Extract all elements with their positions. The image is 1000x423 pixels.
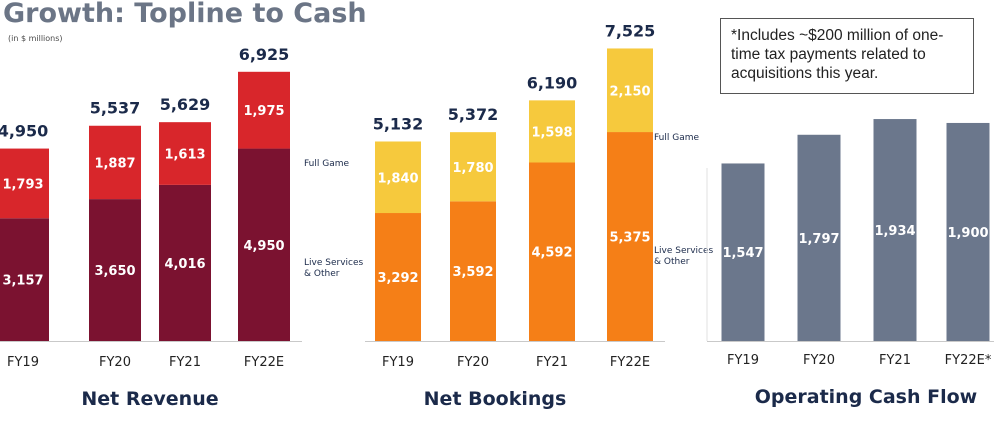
chart-0-total-label-2: 5,629 [160, 95, 211, 114]
chart-1-bar-0-seg-1 [375, 141, 421, 214]
chart-2-category-1: FY20 [803, 353, 835, 368]
chart-0-total-label-3: 6,925 [239, 45, 290, 64]
units-note: (in $ millions) [8, 34, 63, 43]
chart-0-category-2: FY21 [169, 355, 201, 370]
chart-1-legend-1: Full Game [654, 133, 700, 143]
chart-0-bar-0-seg-0 [0, 218, 49, 341]
chart-0-bar-2-seg-1 [159, 122, 211, 185]
chart-0-seg-label-1-0: 3,650 [94, 264, 135, 279]
chart-1-seg-label-2-1: 1,598 [531, 125, 572, 140]
chart-1-category-2: FY21 [536, 355, 568, 370]
chart-1-seg-label-0-1: 1,840 [377, 171, 418, 186]
footnote-box: *Includes ~$200 million of one-time tax … [720, 18, 974, 94]
chart-2-category-0: FY19 [727, 353, 759, 368]
slide-title: Growth: Topline to Cash [3, 0, 367, 29]
chart-0-category-1: FY20 [99, 355, 131, 370]
chart-0-seg-label-0-0: 3,157 [2, 274, 43, 289]
chart-0-seg-label-2-1: 1,613 [164, 148, 205, 163]
chart-1-bar-0-seg-0 [375, 213, 421, 341]
chart-1-bar-3-seg-0 [607, 132, 653, 341]
chart-1-bar-2-seg-0 [529, 162, 575, 341]
chart-0-seg-label-1-1: 1,887 [94, 156, 135, 171]
chart-1-seg-label-2-0: 4,592 [531, 246, 572, 261]
chart-1-seg-label-3-0: 5,375 [609, 231, 650, 246]
chart-0-bar-2-seg-0 [159, 184, 211, 341]
chart-1-legend-0: Live Services & Other [654, 246, 714, 267]
chart-2-category-2: FY21 [879, 353, 911, 368]
chart-0-total-label-1: 5,537 [90, 99, 141, 118]
chart-1-total-label-0: 5,132 [373, 114, 424, 133]
chart-2-seg-label-1-0: 1,797 [798, 232, 839, 247]
chart-1-bar-2-seg-1 [529, 100, 575, 163]
chart-1-seg-label-3-1: 2,150 [609, 84, 650, 99]
chart-2-seg-label-0-0: 1,547 [722, 246, 763, 261]
chart-0-bar-1-seg-1 [89, 125, 141, 200]
chart-2-bar-0-seg-0 [721, 163, 765, 341]
chart-0-seg-label-3-1: 1,975 [243, 104, 284, 119]
chart-0-seg-label-3-0: 4,950 [243, 239, 284, 254]
chart-1-bar-1-seg-1 [450, 132, 496, 202]
chart-1-seg-label-1-0: 3,592 [452, 265, 493, 280]
chart-0-bar-0-seg-1 [0, 148, 49, 219]
chart-2-bar-3-seg-0 [946, 122, 990, 341]
chart-1-category-0: FY19 [382, 355, 414, 370]
chart-0-bar-3-seg-0 [238, 148, 290, 341]
chart-1-title: Net Bookings [424, 388, 567, 410]
chart-0-total-label-0: 4,950 [0, 122, 48, 141]
chart-0-seg-label-2-0: 4,016 [164, 257, 205, 272]
chart-2-seg-label-3-0: 1,900 [947, 226, 988, 241]
chart-2-bar-1-seg-0 [797, 134, 841, 341]
chart-1-seg-label-0-0: 3,292 [377, 271, 418, 286]
chart-2-title: Operating Cash Flow [755, 386, 977, 408]
chart-1-total-label-2: 6,190 [527, 73, 578, 92]
chart-0-bar-3-seg-1 [238, 71, 290, 149]
chart-2-category-3: FY22E* [945, 353, 992, 368]
chart-2-bar-2-seg-0 [873, 119, 917, 341]
chart-1-category-3: FY22E [610, 355, 650, 370]
chart-1-total-label-1: 5,372 [448, 105, 499, 124]
chart-0-category-3: FY22E [244, 355, 284, 370]
chart-0-legend-0: Live Services & Other [304, 258, 364, 279]
chart-2-seg-label-2-0: 1,934 [874, 224, 915, 239]
chart-0-legend-1: Full Game [304, 159, 350, 169]
chart-1-bar-1-seg-0 [450, 201, 496, 341]
chart-0-bar-1-seg-0 [89, 199, 141, 341]
chart-0-category-0: FY19 [7, 355, 39, 370]
chart-1-total-label-3: 7,525 [605, 21, 656, 40]
chart-1-seg-label-1-1: 1,780 [452, 161, 493, 176]
chart-0-title: Net Revenue [81, 388, 218, 410]
chart-1-bar-3-seg-1 [607, 48, 653, 133]
chart-0-seg-label-0-1: 1,793 [2, 177, 43, 192]
chart-1-category-1: FY20 [457, 355, 489, 370]
